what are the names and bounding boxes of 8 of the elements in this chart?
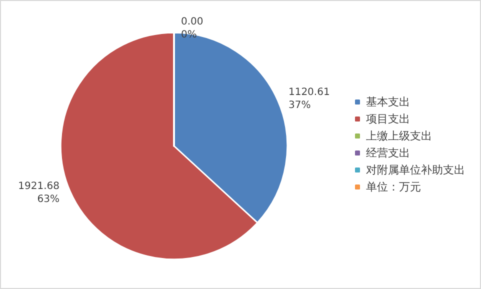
legend-label: 单位：万元 [366,180,421,194]
data-label: 1921.68 63% [18,181,60,206]
data-label: 1120.61 37% [288,86,330,111]
legend-label: 基本支出 [366,96,410,108]
legend-label: 对附属单位补助支出 [366,164,465,176]
legend-label: 经营支出 [366,146,410,160]
legend-label: 上缴上级支出 [366,130,432,142]
legend-label: 项目支出 [366,112,410,126]
